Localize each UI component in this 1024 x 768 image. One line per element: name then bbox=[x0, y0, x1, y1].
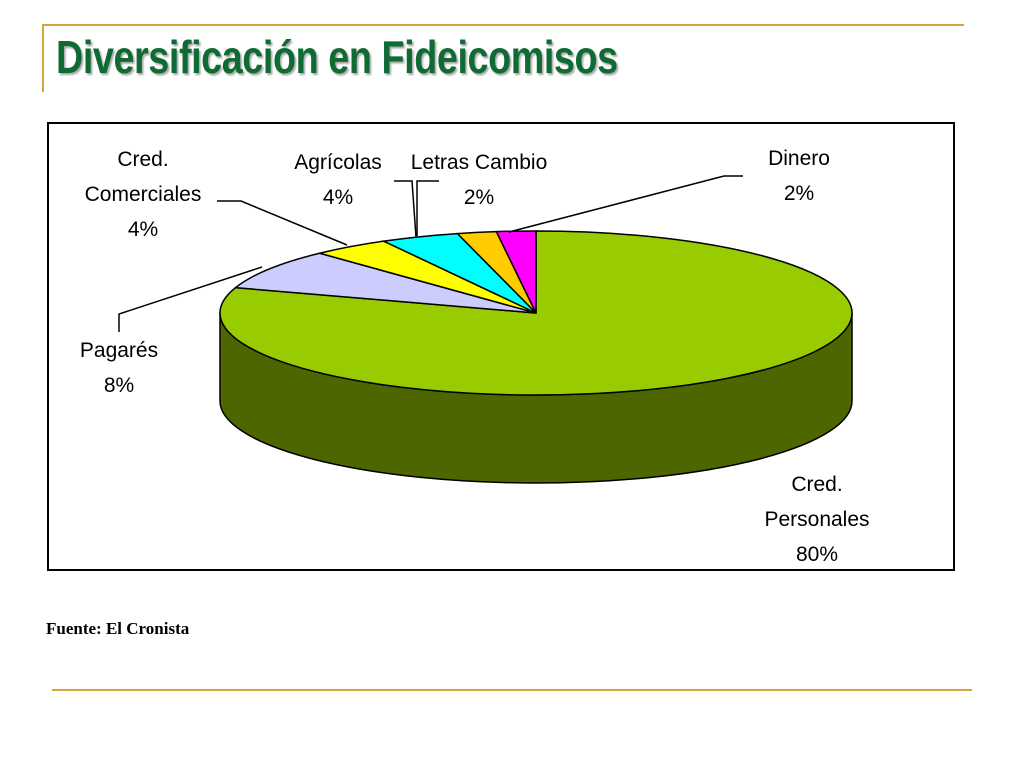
bottom-accent-rule bbox=[52, 689, 972, 691]
slide-title: Diversificación en Fideicomisos bbox=[56, 31, 618, 83]
left-accent-rule bbox=[42, 24, 44, 92]
pie-chart-frame: Cred. Personales 80% Pagarés 8% Cred. Comercia… bbox=[47, 122, 955, 571]
leader-line-1 bbox=[118, 266, 263, 332]
slice-label-0: Cred. bbox=[791, 473, 842, 496]
slice-label-2: Comerciales bbox=[85, 183, 202, 206]
slice-label-5: Dinero bbox=[768, 147, 830, 170]
leader-line-4b bbox=[416, 180, 439, 236]
slice-label-1: Pagarés bbox=[80, 339, 158, 362]
leader-line-5 bbox=[508, 175, 743, 233]
slice-label-3: Agrícolas bbox=[294, 151, 382, 174]
pie-slice-5 bbox=[495, 230, 537, 314]
slice-value-label-4: 2% bbox=[464, 186, 494, 209]
slice-value-label-0: 80% bbox=[796, 543, 838, 566]
top-accent-rule bbox=[42, 24, 964, 26]
leader-line-2 bbox=[217, 200, 348, 246]
pie-chart: Cred. Personales 80% Pagarés 8% Cred. Comercia… bbox=[80, 147, 870, 566]
slice-value-label-2: 4% bbox=[128, 218, 158, 241]
slice-value-label-1: 8% bbox=[104, 374, 134, 397]
pie-slice-1 bbox=[233, 252, 537, 314]
slice-label-2: Cred. bbox=[117, 148, 168, 171]
slice-value-label-5: 2% bbox=[784, 182, 814, 205]
slice-label-0: Personales bbox=[764, 508, 869, 531]
slice-label-4: Letras Cambio bbox=[411, 151, 548, 174]
source-note: Fuente: El Cronista bbox=[46, 619, 190, 638]
slice-value-label-3: 4% bbox=[323, 186, 353, 209]
leader-line-3 bbox=[394, 180, 417, 238]
